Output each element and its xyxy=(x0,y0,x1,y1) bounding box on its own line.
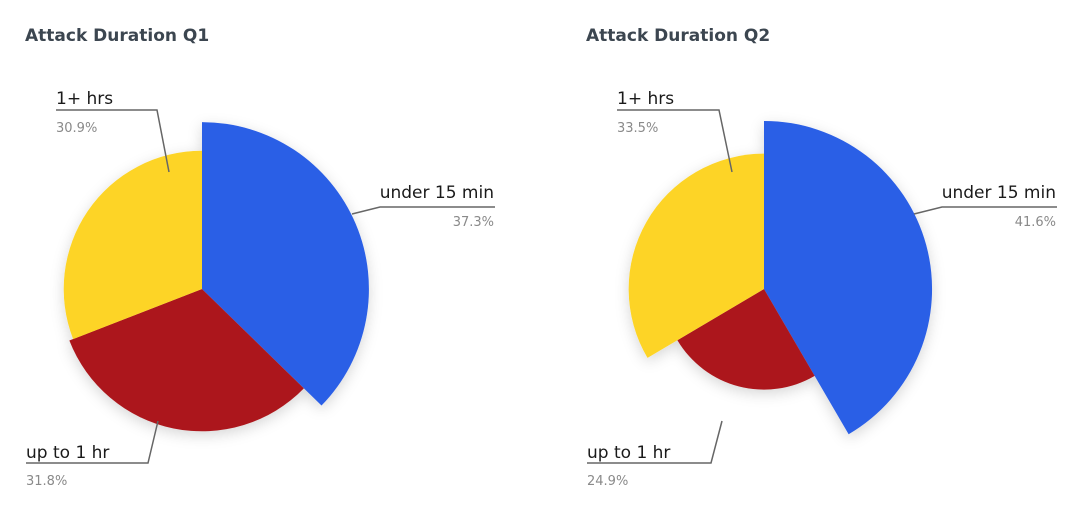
pie-slice-1-plus-hrs-q2 xyxy=(628,153,764,358)
slice-percent-1-plus-hrs-q1: 30.9% xyxy=(56,121,97,136)
slice-label-up-to-1-hr-q1: up to 1 hr xyxy=(26,443,109,463)
leader-line-under-15-min-q2 xyxy=(913,206,1057,215)
leader-line-1-plus-hrs-q2 xyxy=(617,109,733,173)
leader-line-up-to-1-hr-q1 xyxy=(26,420,159,464)
pie-slice-under-15-min-q1 xyxy=(202,122,369,406)
leader-line-under-15-min-q1 xyxy=(351,206,495,215)
chart-title-q1: Attack Duration Q1 xyxy=(25,26,209,46)
slice-label-1-plus-hrs-q2: 1+ hrs xyxy=(617,89,674,109)
pie-chart-q1: Attack Duration Q1 under 15 min 37.3% up… xyxy=(25,26,495,489)
pie-chart-q2: Attack Duration Q2 under 15 min 41.6% up… xyxy=(586,26,1057,489)
chart-title-q2: Attack Duration Q2 xyxy=(586,26,770,46)
slice-percent-under-15-min-q2: 41.6% xyxy=(1015,215,1056,230)
pie-slice-up-to-1-hr-q2 xyxy=(677,289,815,390)
pie-slice-under-15-min-q2 xyxy=(764,120,933,435)
pie-slices-q1 xyxy=(63,122,369,432)
slice-percent-up-to-1-hr-q1: 31.8% xyxy=(26,474,67,489)
slice-label-under-15-min-q2: under 15 min xyxy=(942,183,1056,203)
pie-slice-up-to-1-hr-q1 xyxy=(69,289,304,432)
slice-label-under-15-min-q1: under 15 min xyxy=(380,183,494,203)
leader-line-up-to-1-hr-q2 xyxy=(587,420,723,464)
slice-label-up-to-1-hr-q2: up to 1 hr xyxy=(587,443,670,463)
pie-slices-q2 xyxy=(628,120,933,435)
pie-slice-1-plus-hrs-q1 xyxy=(63,150,203,340)
leader-line-1-plus-hrs-q1 xyxy=(56,109,170,173)
slice-percent-1-plus-hrs-q2: 33.5% xyxy=(617,121,658,136)
slice-percent-up-to-1-hr-q2: 24.9% xyxy=(587,474,628,489)
slice-label-1-plus-hrs-q1: 1+ hrs xyxy=(56,89,113,109)
slice-percent-under-15-min-q1: 37.3% xyxy=(453,215,494,230)
